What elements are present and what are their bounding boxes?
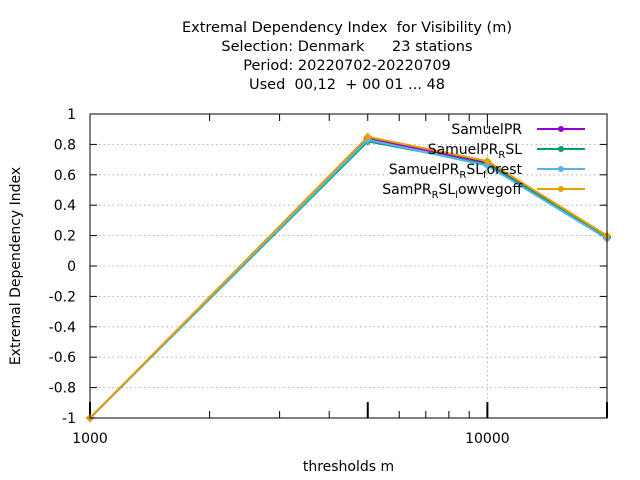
series-line [89, 138, 608, 419]
series-line [89, 135, 608, 419]
y-axis-label: Extremal Dependency Index [8, 167, 24, 365]
y-tick-label: -0.6 [49, 350, 76, 366]
series-line [89, 137, 608, 419]
axis-ticks: 1 0.8 0.6 0.4 0.2 0 -0.2 -0.4 -0.6 -0.8 -1 1000 1000… [49, 107, 608, 447]
legend-label-part: SamuelPR [389, 162, 460, 178]
y-tick-label: 0.8 [54, 137, 76, 153]
legend-label-part: owvegoff [458, 182, 522, 198]
legend-item: SamuelPR [451, 122, 585, 138]
legend-item: SamuelPRRSL [428, 142, 585, 161]
legend-marker [558, 186, 564, 192]
legend-label-part: SamPR [382, 182, 432, 198]
legend-label-part: R [432, 190, 439, 201]
title-line: Period: 20220702-20220709 [243, 58, 451, 74]
legend-marker [558, 166, 564, 172]
legend-label-part: SamuelPR [451, 122, 522, 138]
legend-label-part: orest [487, 162, 523, 178]
plot-frame [89, 113, 608, 419]
title-line: Used 00,12 + 00 01 ... 48 [249, 77, 445, 93]
legend-label-part: SL [439, 182, 456, 198]
legend-marker [558, 126, 564, 132]
y-tick-label: 0 [67, 259, 76, 275]
legend-label-part: SL [505, 142, 522, 158]
legend-item: SamPRRSLlowvegoff [382, 182, 585, 201]
legend-label: SamPRRSLlowvegoff [382, 182, 522, 201]
legend: SamuelPRSamuelPRRSLSamuelPRRSLforestSamP… [382, 122, 585, 201]
title-line: Extremal Dependency Index for Visibility… [182, 20, 512, 36]
series-lines [86, 132, 611, 422]
y-tick-label: 0.2 [54, 229, 76, 245]
legend-label-part: f [483, 170, 487, 181]
title-line: Selection: Denmark 23 stations [221, 39, 472, 55]
data-point [483, 157, 492, 166]
chart-title: Extremal Dependency Index for Visibility… [182, 20, 512, 93]
legend-item: SamuelPRRSLforest [389, 162, 585, 181]
legend-label-part: SL [466, 162, 483, 178]
series-line [89, 140, 608, 419]
legend-label-part: R [498, 150, 505, 161]
y-tick-label: -0.4 [49, 320, 76, 336]
x-axis-label: thresholds m [303, 459, 394, 475]
legend-label: SamuelPRRSL [428, 142, 522, 161]
data-point [363, 132, 372, 141]
y-tick-label: 0.6 [54, 168, 76, 184]
y-tick-label: -0.8 [49, 381, 76, 397]
y-tick-label: 0.4 [54, 198, 76, 214]
x-tick-label: 10000 [465, 431, 510, 447]
legend-label: SamuelPR [451, 122, 522, 138]
legend-label: SamuelPRRSLforest [389, 162, 523, 181]
y-tick-label: 1 [67, 107, 76, 123]
legend-marker [558, 146, 564, 152]
legend-label-part: R [459, 170, 466, 181]
legend-label-part: SamuelPR [428, 142, 499, 158]
x-tick-label: 1000 [72, 431, 108, 447]
y-tick-label: -0.2 [49, 289, 76, 305]
y-tick-label: -1 [62, 411, 76, 427]
legend-label-part: l [455, 190, 458, 201]
